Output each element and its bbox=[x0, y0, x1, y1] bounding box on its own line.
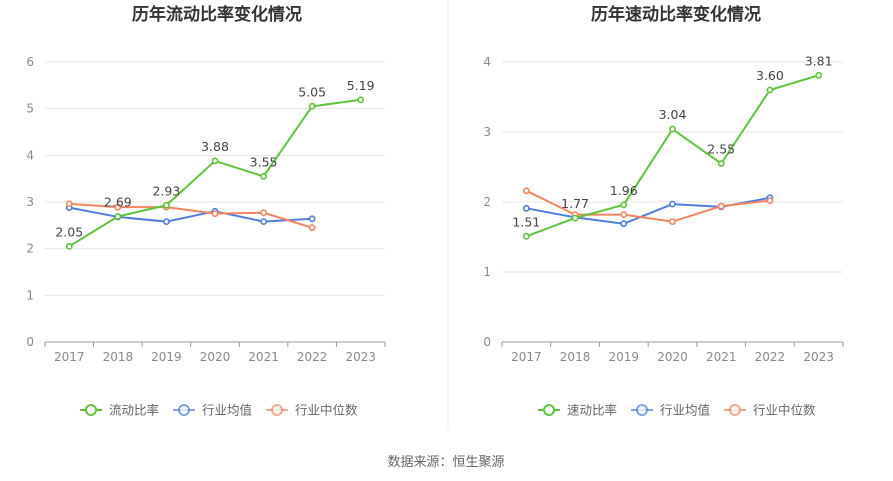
data-label: 1.96 bbox=[610, 183, 638, 198]
legend-label: 速动比率 bbox=[567, 403, 617, 418]
series-line bbox=[68, 98, 361, 248]
data-point bbox=[114, 203, 122, 211]
data-point bbox=[669, 200, 676, 208]
x-tick-label: 2021 bbox=[706, 350, 737, 364]
legend-label: 流动比率 bbox=[109, 403, 159, 418]
data-point bbox=[620, 201, 628, 209]
data-point bbox=[308, 215, 316, 223]
data-point bbox=[114, 213, 122, 220]
data-point bbox=[308, 224, 316, 232]
data-label: 2.69 bbox=[104, 194, 132, 209]
data-label: 3.88 bbox=[201, 139, 229, 154]
legend-item: 流动比率 bbox=[80, 403, 159, 418]
data-point bbox=[571, 214, 579, 222]
x-tick-label: 2023 bbox=[803, 350, 834, 364]
series-line bbox=[69, 202, 313, 229]
data-point bbox=[65, 242, 73, 250]
x-tick-label: 2017 bbox=[511, 350, 542, 364]
x-tick-label: 2021 bbox=[248, 350, 279, 364]
data-point bbox=[669, 125, 676, 133]
data-point bbox=[211, 157, 219, 165]
x-tick-label: 2020 bbox=[657, 350, 688, 364]
legend-item: 行业中位数 bbox=[266, 403, 358, 418]
x-tick-label: 2017 bbox=[54, 350, 85, 364]
series-line bbox=[525, 189, 771, 223]
data-point bbox=[815, 71, 823, 79]
chart-2: 历年速动比率变化情况 0 1 2 3 4 2017 2018 2019 2020 2021 2022 2… bbox=[483, 4, 844, 418]
chart-title: 历年流动比率变化情况 bbox=[132, 4, 302, 25]
data-point bbox=[308, 102, 316, 110]
legend-marker bbox=[271, 404, 283, 416]
data-point bbox=[65, 200, 73, 208]
legend-marker bbox=[85, 404, 97, 416]
legend-item: 行业均值 bbox=[631, 403, 710, 418]
data-point bbox=[717, 160, 725, 167]
legend-label: 行业中位数 bbox=[295, 403, 358, 418]
data-point bbox=[669, 218, 676, 225]
data-point bbox=[260, 209, 267, 217]
x-tick-label: 2018 bbox=[560, 350, 591, 364]
x-tick-label: 2019 bbox=[151, 350, 182, 364]
data-label: 5.05 bbox=[298, 84, 326, 99]
y-tick-label: 0 bbox=[483, 335, 491, 349]
y-tick-label: 3 bbox=[483, 125, 491, 139]
x-tick-label: 2023 bbox=[345, 350, 376, 364]
y-tick-label: 5 bbox=[26, 102, 34, 116]
data-label: 1.77 bbox=[561, 196, 589, 211]
legend-marker bbox=[636, 404, 648, 416]
chart-1: 历年流动比率变化情况 0 1 2 3 4 5 6 2017 2018 2019 2020 2021 202… bbox=[26, 4, 386, 418]
data-point bbox=[260, 218, 267, 225]
legend-label: 行业均值 bbox=[660, 403, 710, 418]
y-tick-label: 0 bbox=[26, 335, 34, 349]
series-line bbox=[69, 206, 313, 223]
data-label: 3.55 bbox=[250, 154, 278, 169]
data-point bbox=[163, 218, 170, 225]
data-point bbox=[717, 202, 725, 210]
data-label: 3.60 bbox=[756, 68, 784, 83]
x-tick-label: 2022 bbox=[755, 350, 786, 364]
data-point bbox=[260, 172, 267, 180]
x-tick-label: 2019 bbox=[609, 350, 640, 364]
legend-item: 速动比率 bbox=[538, 403, 617, 418]
legend-marker bbox=[543, 404, 555, 416]
y-tick-label: 2 bbox=[26, 242, 34, 256]
y-tick-label: 1 bbox=[26, 288, 34, 302]
y-tick-label: 2 bbox=[483, 195, 491, 209]
data-label: 2.55 bbox=[707, 142, 735, 157]
data-label: 3.04 bbox=[659, 107, 687, 122]
legend-marker bbox=[729, 404, 741, 416]
data-source-text: 数据来源：恒生聚源 bbox=[387, 455, 504, 470]
legend-marker bbox=[178, 404, 190, 416]
data-label: 1.51 bbox=[512, 214, 540, 229]
x-tick-label: 2018 bbox=[103, 350, 134, 364]
y-tick-label: 1 bbox=[483, 265, 491, 279]
data-point bbox=[522, 187, 530, 195]
data-point bbox=[211, 210, 219, 218]
data-label: 3.81 bbox=[805, 53, 833, 68]
y-tick-label: 6 bbox=[26, 55, 34, 69]
data-point bbox=[163, 201, 170, 209]
data-label: 2.93 bbox=[153, 183, 181, 198]
x-tick-label: 2022 bbox=[297, 350, 328, 364]
data-point bbox=[766, 86, 774, 94]
data-label: 5.19 bbox=[347, 78, 375, 93]
data-point bbox=[766, 197, 774, 204]
y-tick-label: 4 bbox=[483, 55, 491, 69]
legend-item: 行业中位数 bbox=[724, 403, 816, 418]
chart-title: 历年速动比率变化情况 bbox=[591, 4, 761, 25]
x-tick-label: 2020 bbox=[200, 350, 231, 364]
y-tick-label: 3 bbox=[26, 195, 34, 209]
data-point bbox=[522, 232, 530, 240]
legend-label: 行业均值 bbox=[202, 403, 252, 418]
data-point bbox=[522, 204, 530, 212]
legend-item: 行业均值 bbox=[173, 403, 252, 418]
data-point bbox=[620, 220, 628, 228]
data-label: 2.05 bbox=[55, 224, 83, 239]
data-point bbox=[357, 96, 365, 104]
y-tick-label: 4 bbox=[26, 148, 34, 162]
legend-label: 行业中位数 bbox=[753, 403, 816, 418]
data-point bbox=[620, 211, 628, 218]
